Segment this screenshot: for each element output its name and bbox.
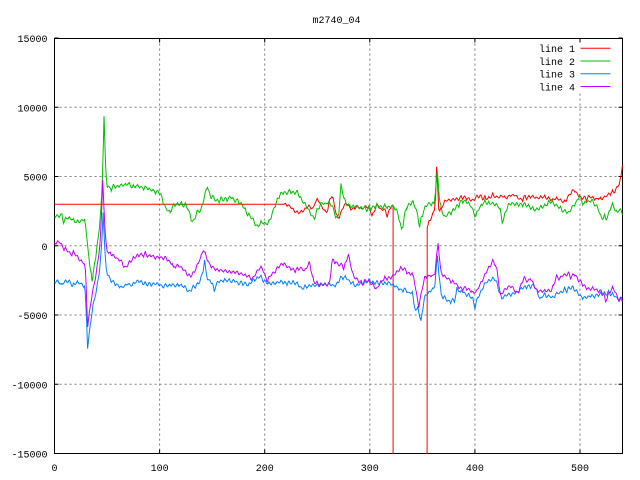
svg-text:line 2: line 2	[539, 57, 575, 69]
svg-text:100: 100	[151, 464, 169, 475]
svg-text:0: 0	[51, 464, 57, 475]
svg-text:5000: 5000	[23, 174, 47, 185]
svg-text:500: 500	[571, 464, 589, 475]
svg-text:-10000: -10000	[11, 381, 47, 392]
svg-text:line 3: line 3	[539, 70, 575, 82]
svg-text:200: 200	[256, 464, 274, 475]
svg-text:-5000: -5000	[17, 312, 47, 323]
svg-text:10000: 10000	[17, 104, 47, 115]
svg-text:m2740_04: m2740_04	[312, 16, 360, 27]
svg-text:0: 0	[41, 243, 47, 254]
svg-text:400: 400	[466, 464, 484, 475]
svg-text:300: 300	[361, 464, 379, 475]
svg-text:line 4: line 4	[539, 82, 575, 94]
svg-text:-15000: -15000	[11, 451, 47, 462]
svg-text:line 1: line 1	[539, 44, 575, 56]
svg-text:15000: 15000	[17, 35, 47, 46]
